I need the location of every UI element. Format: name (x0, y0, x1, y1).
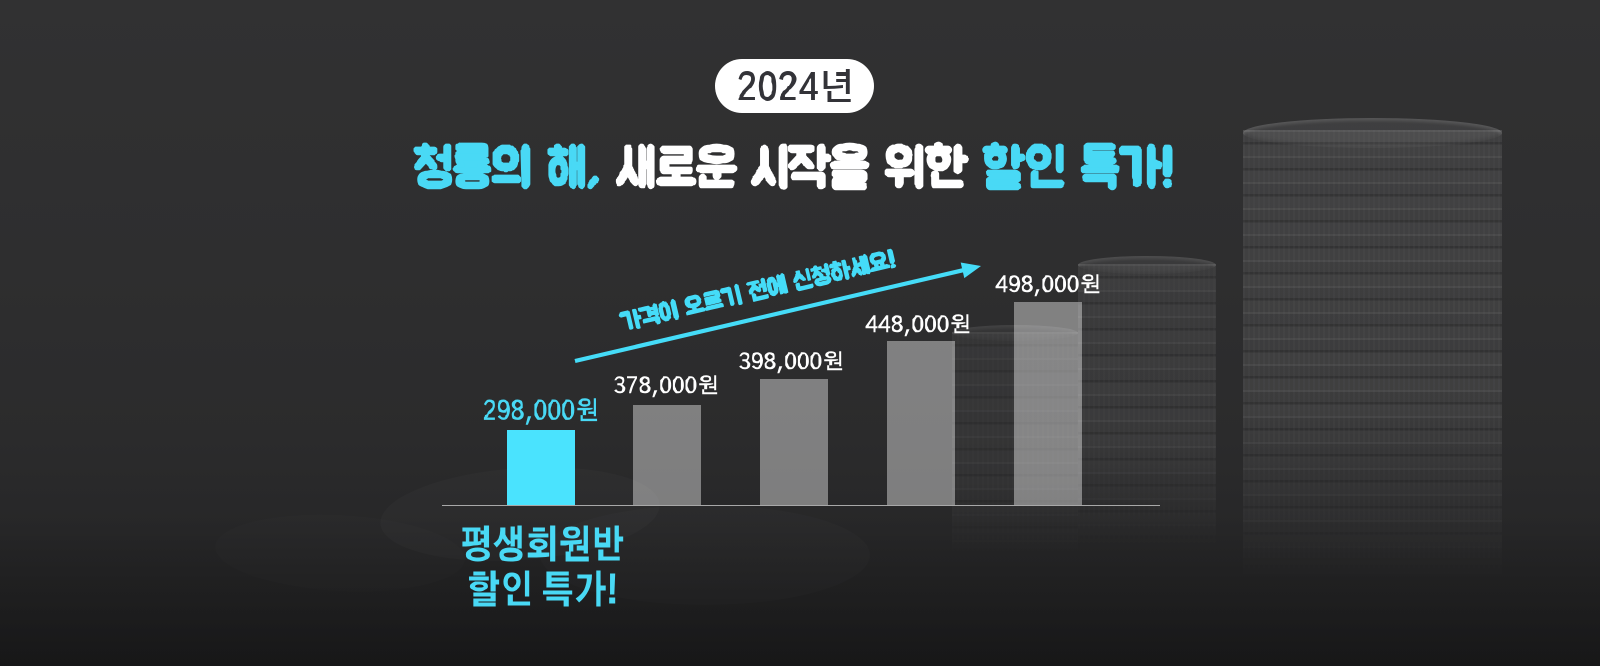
caption-line2-text (468, 570, 616, 607)
bar-value-text (483, 397, 597, 425)
bar-value-label-5: 498,000원 (995, 274, 1099, 297)
coin-stack-large (1243, 130, 1502, 608)
bar-3 (760, 378, 829, 505)
headline-text (413, 141, 1173, 190)
bar-value-text (865, 314, 970, 337)
bar-2 (633, 405, 702, 505)
year-badge: 2024년 (715, 59, 874, 113)
bar-value-text (995, 274, 1099, 297)
trend-arrow (574, 262, 981, 364)
coin-stack-medium-top (1078, 256, 1216, 274)
bar-value-label-4: 448,000원 (865, 314, 970, 337)
bar-4 (886, 341, 955, 505)
caption-line1-text (461, 525, 623, 562)
headline-middle (615, 141, 969, 190)
year-badge-text (738, 69, 851, 102)
coin-stack-small-top (952, 325, 1078, 341)
x-axis-line (442, 504, 1160, 507)
bar-highlighted (506, 430, 575, 505)
bar-value-label-3: 398,000원 (739, 351, 842, 374)
headline-accent-left (413, 142, 600, 189)
headline-accent-right (982, 141, 1173, 190)
coin-stack-medium (1078, 264, 1216, 564)
bar-category-caption: 평생회원반 할인 특가! (440, 520, 645, 612)
bottom-shadow (0, 516, 1600, 666)
arrow-note: 가격이 오르기 전에 신청하세요! (618, 247, 896, 332)
bar-5 (1013, 302, 1082, 505)
bar-value-text (614, 375, 717, 398)
bar-value-label-2: 378,000원 (614, 375, 717, 398)
arrow-note-text (618, 248, 896, 330)
coin-stack-small (952, 332, 1078, 572)
coin-stack-large-top (1243, 118, 1502, 148)
bar-value-label-highlight: 298,000원 (483, 397, 600, 425)
trend-arrow-head (960, 262, 981, 279)
bar-value-text (739, 351, 842, 374)
trend-arrow-line (574, 267, 967, 364)
